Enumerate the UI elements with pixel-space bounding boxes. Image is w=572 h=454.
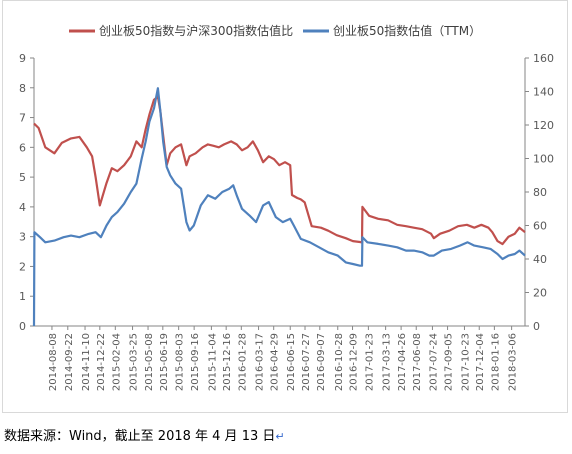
return-icon: ↵ [275,430,285,443]
x-tick-label: 2016-01-28 [237,333,248,391]
x-tick-label: 2016-03-17 [255,333,266,391]
y-right-tick-label: 0 [533,320,540,333]
x-tick-label: 2015-06-19 [159,333,170,391]
y-right-tick-label: 120 [533,119,554,132]
x-tick-label: 2014-08-08 [48,333,59,391]
x-tick-label: 2016-09-07 [316,333,327,391]
y-right-tick-label: 100 [533,153,554,166]
x-tick-label: 2017-07-24 [428,333,439,391]
x-tick-label: 2015-11-04 [207,333,218,391]
x-tick-label: 2016-12-09 [349,333,360,391]
y-left-tick-label: 4 [19,201,26,214]
y-left-tick-label: 9 [19,52,26,65]
x-tick-label: 2017-10-23 [460,333,471,391]
source-note: 数据来源：Wind，截止至 2018 年 4 月 13 日↵ [4,425,285,444]
x-tick-label: 2015-02-04 [111,333,122,391]
y-right-tick-label: 140 [533,86,554,99]
x-tick-label: 2016-10-28 [334,333,345,391]
line-chart: 0 1 2 3 4 5 6 7 8 9 0 20 40 60 80 100 120 140 160 2014-08-0… [19,23,554,391]
x-tick-label: 2014-09-22 [64,333,75,391]
x-tick-label: 2018-03-06 [508,333,519,391]
x-tick-label: 2017-09-05 [444,333,455,391]
y-left-tick-label: 2 [19,260,26,273]
x-tick-label: 2017-03-13 [382,333,393,391]
x-tick-label: 2018-01-16 [490,333,501,391]
x-tick-label: 2014-11-10 [81,333,92,391]
y-left-tick-label: 3 [19,231,26,244]
y-right-tick-label: 20 [533,287,547,300]
x-tick-label: 2016-04-29 [270,333,281,391]
y-left-tick-label: 7 [19,112,26,125]
x-tick-label: 2015-05-08 [144,333,155,391]
chart-frame: 0 1 2 3 4 5 6 7 8 9 0 20 40 60 80 100 120 140 160 2014-08-0… [2,0,568,413]
y-left-tick-label: 5 [19,171,26,184]
y-right-tick-label: 60 [533,220,547,233]
x-tick-label: 2017-04-26 [397,333,408,391]
y-left-tick-label: 1 [19,290,26,303]
series-line-1 [33,95,526,246]
y-right-tick-label: 40 [533,253,547,266]
x-tick-label: 2015-08-03 [175,333,186,391]
legend-label-2: 创业板50指数估值（TTM） [333,23,481,38]
x-tick-label: 2016-06-15 [286,333,297,391]
y-left-tick-label: 8 [19,82,26,95]
source-text: 数据来源：Wind，截止至 2018 年 4 月 13 日 [4,429,276,444]
x-tick-label: 2017-01-23 [364,333,375,391]
x-tick-label: 2017-12-04 [475,333,486,391]
x-tick-label: 2015-03-25 [129,333,140,391]
y-right-tick-label: 80 [533,186,547,199]
x-tick-label: 2017-06-08 [412,333,423,391]
y-left-tick-label: 6 [19,141,26,154]
y-left-tick-label: 0 [19,320,26,333]
y-right-tick-label: 160 [533,52,554,65]
x-tick-label: 2015-12-16 [222,333,233,391]
x-tick-label: 2016-07-27 [301,333,312,391]
x-tick-label: 2015-09-16 [190,333,201,391]
legend-label-1: 创业板50指数与沪深300指数估值比 [99,23,293,38]
series-line-2 [32,87,526,327]
x-tick-label: 2014-12-22 [96,333,107,391]
